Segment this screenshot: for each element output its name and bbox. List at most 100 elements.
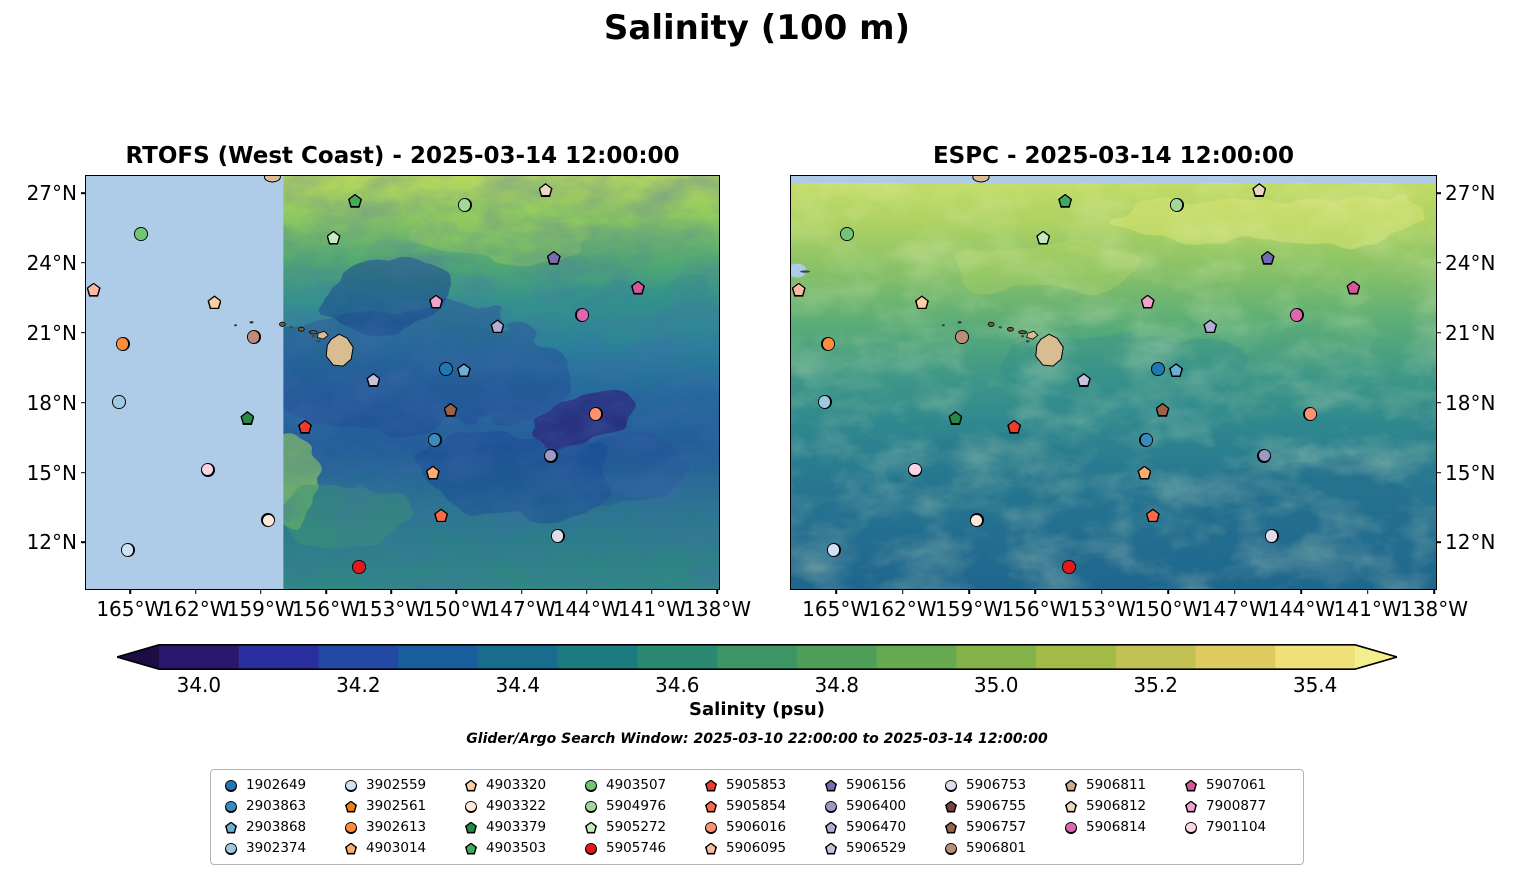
float-marker-fill xyxy=(122,544,134,556)
float-marker-fill xyxy=(1253,184,1265,196)
legend-float-id: 5904976 xyxy=(606,798,667,814)
legend-float-id: 4903507 xyxy=(606,777,667,793)
legend-item-4903322: 4903322 xyxy=(465,798,569,815)
float-marker-fill xyxy=(909,463,921,476)
float-marker-5906470 xyxy=(490,319,505,334)
float-marker-fill xyxy=(88,284,99,295)
map-panel-espc: 165°W 162°W 159°W 156°W 153°W 150°W 147°W 144°W… xyxy=(790,175,1495,621)
legend-item-5906400: 5906400 xyxy=(825,798,929,815)
float-marker-fill xyxy=(466,844,476,853)
float-marker-fill xyxy=(1262,252,1274,264)
float-marker-fill xyxy=(492,320,503,332)
x-tick-label: 159°W xyxy=(226,597,295,621)
float-marker-4903322 xyxy=(465,800,477,813)
legend-grid: 1902649 2903863 2903868 3902374 3902559 39025… xyxy=(225,777,1289,857)
x-tick xyxy=(1034,589,1037,594)
float-marker-fill xyxy=(429,434,441,446)
y-tick xyxy=(81,261,86,264)
float-marker-fill xyxy=(793,284,805,295)
map-area-espc xyxy=(791,176,1436,589)
panel-title-espc: ESPC - 2025-03-14 12:00:00 xyxy=(932,143,1295,169)
float-marker-5906814 xyxy=(1289,308,1304,323)
float-marker-fill xyxy=(1063,561,1075,573)
x-tick xyxy=(1167,589,1170,594)
float-marker-fill xyxy=(1066,802,1076,811)
float-marker-4903507 xyxy=(840,226,855,241)
float-marker-5906400 xyxy=(1257,448,1272,463)
float-marker-fill xyxy=(458,364,470,376)
legend-column: 5906753 5906755 5906757 5906801 xyxy=(945,777,1049,857)
legend-item-5906814: 5906814 xyxy=(1065,819,1169,836)
float-marker-fill xyxy=(1186,822,1196,833)
espc-no-data-patch xyxy=(791,263,807,278)
float-marker-fill xyxy=(353,561,365,573)
y-tick-label: 12°N xyxy=(26,530,77,555)
float-marker-fill xyxy=(551,530,564,542)
float-marker-2903863 xyxy=(225,800,237,813)
float-marker-7900877 xyxy=(429,294,444,309)
y-tick-label: 15°N xyxy=(1445,460,1496,485)
x-tick xyxy=(520,589,523,594)
search-window-text: Glider/Argo Search Window: 2025-03-10 22… xyxy=(466,731,1048,747)
rtofs-float-markers xyxy=(86,176,719,589)
float-marker-fill xyxy=(946,823,956,832)
legend-float-id: 5906812 xyxy=(1086,798,1147,814)
float-marker-fill xyxy=(346,844,356,853)
float-marker-fill xyxy=(226,843,236,854)
float-marker-fill xyxy=(540,184,551,196)
y-tick-label: 12°N xyxy=(1445,530,1496,555)
colorbar-over-arrow xyxy=(1355,644,1397,670)
float-marker-fill xyxy=(818,396,831,408)
float-marker-fill xyxy=(427,467,439,478)
float-marker-fill xyxy=(349,195,361,207)
legend-float-id: 2903863 xyxy=(246,798,307,814)
float-marker-5906095 xyxy=(705,842,717,855)
float-marker-5905272 xyxy=(326,230,341,245)
float-marker-fill xyxy=(1152,363,1164,375)
x-tick xyxy=(1366,589,1369,594)
legend-float-id: 1902649 xyxy=(246,777,307,793)
legend-item-4903503: 4903503 xyxy=(465,840,569,857)
float-marker-fill xyxy=(946,802,956,811)
legend-item-3902559: 3902559 xyxy=(345,777,449,794)
legend-item-5905272: 5905272 xyxy=(585,819,689,836)
legend-float-id: 5906811 xyxy=(1086,777,1147,793)
x-tick-label: 153°W xyxy=(1067,597,1136,621)
float-marker-fill xyxy=(346,780,356,791)
legend-item-1902649: 1902649 xyxy=(225,777,329,794)
y-tick-label: 21°N xyxy=(26,320,77,345)
float-marker-fill xyxy=(586,843,596,854)
float-marker-5906812 xyxy=(538,183,553,198)
float-marker-fill xyxy=(135,228,147,240)
x-tick xyxy=(716,589,718,594)
x-tick-label: 147°W xyxy=(1200,597,1269,621)
float-marker-5906156 xyxy=(825,779,837,792)
float-marker-3902561 xyxy=(345,800,357,813)
x-tick-label: 144°W xyxy=(552,597,621,621)
float-marker-fill xyxy=(1066,781,1076,790)
float-marker-3902374 xyxy=(111,394,126,409)
colorbar-segment xyxy=(557,644,638,670)
float-marker-5906156 xyxy=(546,250,561,265)
float-marker-5906470 xyxy=(1203,319,1218,334)
legend-float-id: 4903503 xyxy=(486,840,547,856)
legend-item-4903379: 4903379 xyxy=(465,819,569,836)
float-marker-fill xyxy=(586,780,596,791)
colorbar-tick-label: 34.8 xyxy=(814,673,859,697)
legend-float-id: 4903320 xyxy=(486,777,547,793)
y-tick xyxy=(1436,192,1441,194)
float-marker-fill xyxy=(632,282,644,293)
float-marker-5905746 xyxy=(1061,560,1076,575)
legend-float-id: 3902613 xyxy=(366,819,427,835)
float-marker-5906400 xyxy=(825,800,837,813)
x-tick xyxy=(325,589,327,594)
float-marker-5905854 xyxy=(434,508,449,523)
legend-item-5906016: 5906016 xyxy=(705,819,809,836)
legend-column: 4903507 5904976 5905272 5905746 xyxy=(585,777,689,857)
float-marker-fill xyxy=(1204,320,1216,332)
legend-column: 5906811 5906812 5906814 xyxy=(1065,777,1169,857)
float-marker-fill xyxy=(466,823,476,832)
legend-float-id: 3902374 xyxy=(246,840,307,856)
x-tick-label: 150°W xyxy=(422,597,491,621)
float-marker-5906812 xyxy=(1252,183,1267,198)
